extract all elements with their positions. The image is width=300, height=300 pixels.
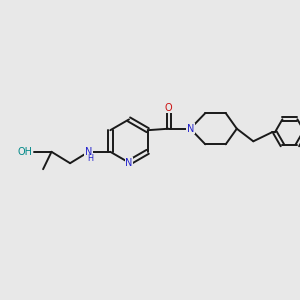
Text: O: O bbox=[165, 103, 172, 113]
Text: OH: OH bbox=[18, 147, 33, 157]
Text: N: N bbox=[125, 158, 133, 168]
Text: H: H bbox=[87, 154, 93, 163]
Text: N: N bbox=[85, 147, 92, 157]
Text: N: N bbox=[187, 124, 194, 134]
